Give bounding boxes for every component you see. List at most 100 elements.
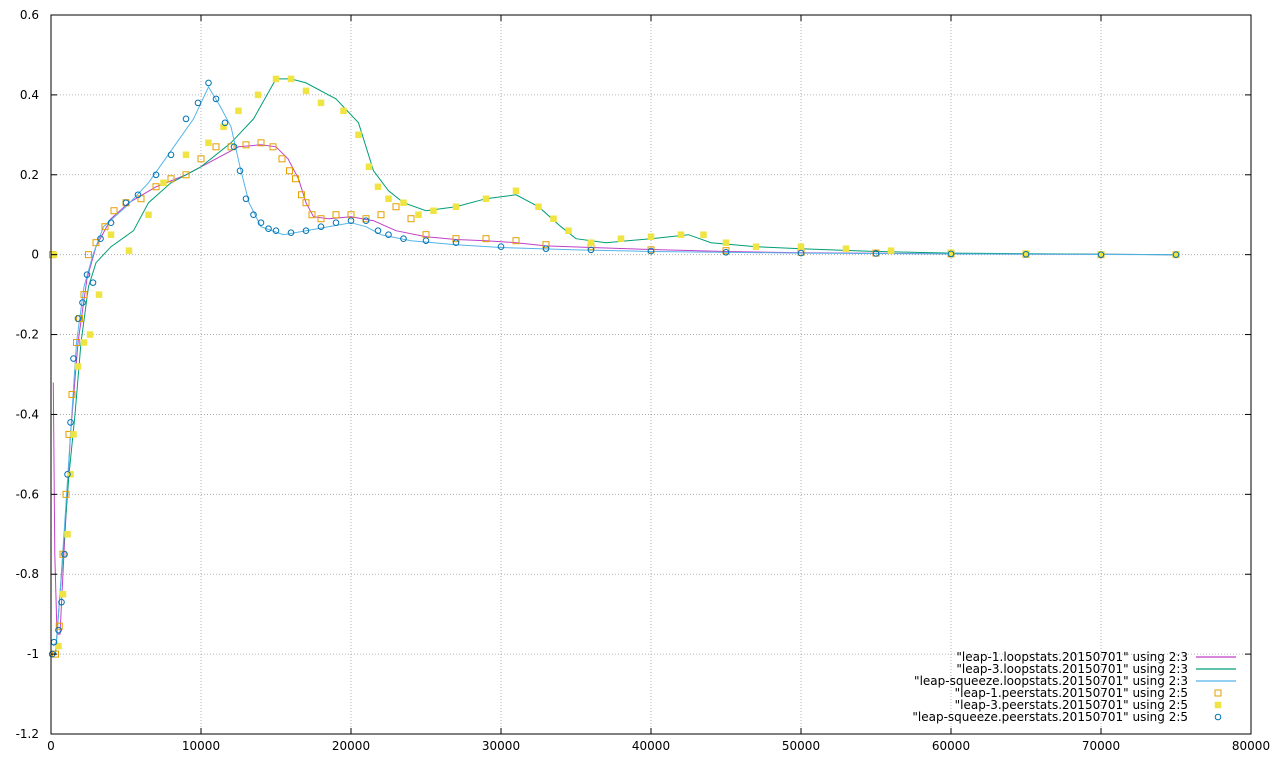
data-point (182, 151, 190, 159)
data-point (167, 151, 175, 159)
data-point (68, 390, 76, 398)
data-point (64, 471, 71, 478)
data-point (197, 155, 205, 163)
data-point (205, 139, 212, 147)
data-point (362, 217, 370, 225)
x-tick-label: 80000 (1232, 739, 1270, 753)
x-tick-label: 30000 (482, 739, 520, 753)
data-point (587, 246, 595, 254)
x-tick-label: 0 (47, 739, 55, 753)
data-point (385, 195, 392, 202)
data-point (332, 219, 340, 227)
y-tick-label: -0.6 (16, 487, 39, 501)
x-tick-label: 70000 (1082, 739, 1120, 753)
data-point (152, 171, 160, 179)
y-tick-label: 0.2 (20, 168, 39, 182)
data-point (152, 183, 160, 191)
x-tick-label: 10000 (182, 739, 220, 753)
data-point (125, 247, 133, 254)
data-point (400, 199, 407, 206)
tick-marks (50, 14, 1252, 735)
y-tick-label: -0.4 (16, 407, 39, 421)
data-point (512, 237, 520, 245)
data-point (292, 175, 299, 183)
data-point (272, 75, 280, 83)
data-point (362, 215, 370, 223)
data-point (400, 235, 407, 242)
x-tick-label: 60000 (932, 739, 970, 753)
data-point (58, 598, 65, 606)
data-point (160, 179, 167, 187)
x-tick-label: 20000 (332, 739, 370, 753)
data-point (67, 419, 74, 426)
data-point (76, 315, 83, 323)
data-point (407, 215, 415, 223)
data-point (842, 245, 850, 252)
data-point (385, 231, 392, 238)
data-point (1172, 251, 1180, 258)
legend-marker-sample (1214, 701, 1222, 709)
data-point (61, 550, 68, 558)
data-point (70, 355, 77, 362)
y-tick-label: -1 (27, 647, 39, 661)
data-point (797, 249, 805, 257)
data-point (74, 315, 82, 322)
data-point (647, 247, 655, 255)
data-point (298, 191, 305, 199)
data-point (482, 235, 490, 243)
y-tick-label: 0.4 (20, 88, 39, 102)
data-point (107, 231, 115, 238)
data-point (302, 87, 310, 95)
data-point (236, 167, 244, 175)
series-5 (50, 75, 1180, 650)
data-point (722, 247, 730, 255)
data-point (269, 143, 277, 151)
data-point (182, 171, 190, 179)
data-point (95, 291, 103, 298)
y-tick-label: -0.2 (16, 328, 39, 342)
y-tick-label: -1.2 (16, 727, 39, 741)
data-point (227, 143, 235, 151)
data-point (587, 239, 595, 246)
series-layer (48, 75, 1180, 658)
data-point (797, 243, 805, 250)
legend-marker-sample (1214, 713, 1222, 721)
x-tick-label: 40000 (632, 739, 670, 753)
legend-entry-label: "leap-3.peerstats.20150701" using 2:5 (955, 698, 1188, 712)
x-axis-tick-labels: 0 10000 20000 30000 40000 50000 60000 70000 8000… (47, 739, 1270, 753)
data-point (64, 531, 71, 538)
data-point (302, 227, 310, 234)
data-point (110, 207, 118, 215)
series-line (53, 78, 1177, 655)
data-point (512, 187, 520, 195)
data-point (97, 235, 104, 242)
data-point (947, 250, 955, 258)
data-point (85, 251, 92, 259)
data-point (55, 642, 62, 650)
data-point (230, 143, 238, 151)
legend-entry-label: "leap-1.peerstats.20150701" using 2:5 (955, 686, 1188, 700)
data-point (308, 211, 316, 219)
data-point (250, 211, 257, 219)
series-3 (52, 85, 1177, 647)
series-4 (49, 139, 1180, 658)
data-point (565, 227, 572, 234)
data-point (317, 99, 325, 107)
legend-entry-label: "leap-3.loopstats.20150701" using 2:3 (956, 662, 1188, 676)
data-point (722, 239, 730, 246)
x-tick-label: 50000 (782, 739, 820, 753)
data-point (550, 215, 557, 222)
data-point (355, 131, 362, 139)
grid-lines (51, 15, 1251, 734)
series-1 (52, 144, 1177, 635)
data-point (145, 211, 152, 218)
data-point (497, 243, 505, 250)
data-point (302, 199, 310, 207)
legend-entry-label: "leap-1.loopstats.20150701" using 2:3 (956, 650, 1188, 664)
y-tick-label: 0.6 (20, 8, 39, 22)
data-point (79, 299, 86, 306)
data-point (452, 203, 460, 210)
y-tick-label: 0 (31, 248, 39, 262)
data-point (86, 331, 94, 338)
